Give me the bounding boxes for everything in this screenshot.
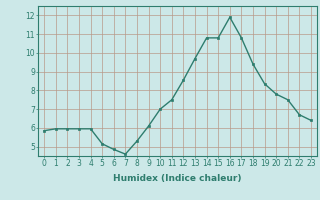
X-axis label: Humidex (Indice chaleur): Humidex (Indice chaleur) (113, 174, 242, 183)
